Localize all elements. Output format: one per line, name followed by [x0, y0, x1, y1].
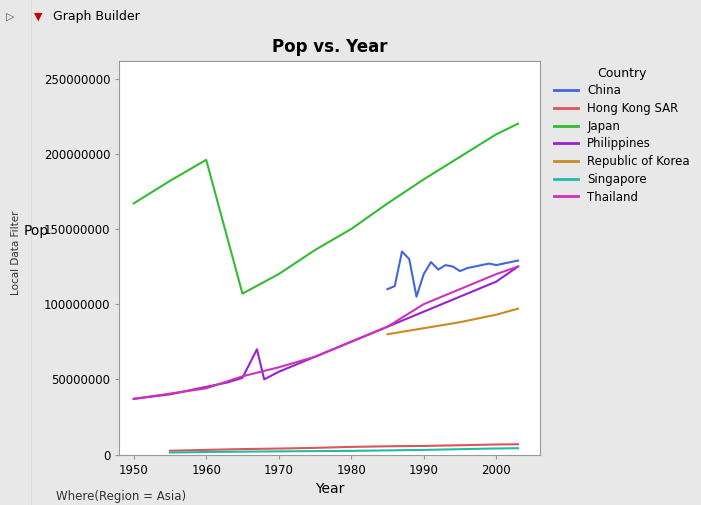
Text: Where(Region = Asia): Where(Region = Asia) — [56, 490, 186, 503]
Text: Graph Builder: Graph Builder — [53, 10, 139, 23]
Text: ▷: ▷ — [6, 12, 15, 21]
Title: Pop vs. Year: Pop vs. Year — [272, 38, 387, 56]
Legend: China, Hong Kong SAR, Japan, Philippines, Republic of Korea, Singapore, Thailand: China, Hong Kong SAR, Japan, Philippines… — [554, 67, 690, 204]
Text: ▼: ▼ — [34, 12, 43, 21]
X-axis label: Year: Year — [315, 482, 344, 496]
Text: Local Data Filter: Local Data Filter — [11, 210, 21, 295]
Y-axis label: Pop: Pop — [24, 224, 49, 238]
